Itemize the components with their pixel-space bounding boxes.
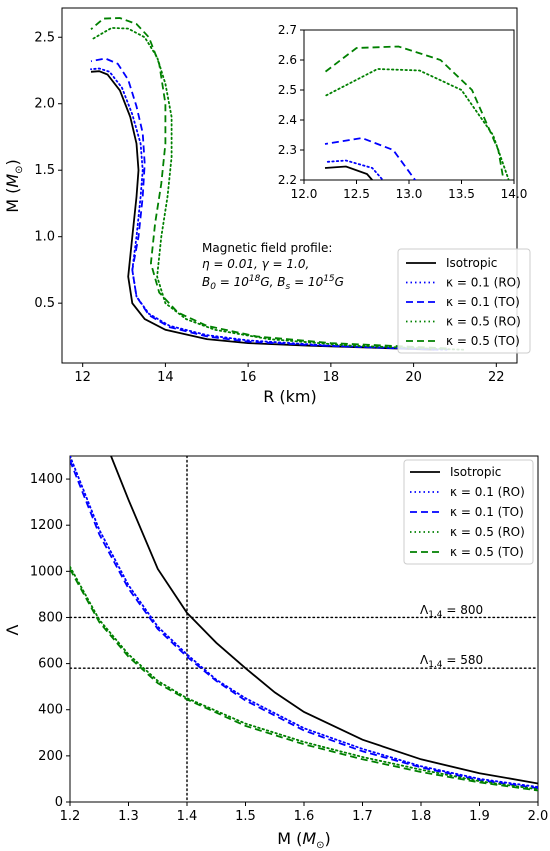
top-series-1 <box>90 67 448 351</box>
top-legend: Isotropic κ = 0.1 (RO) κ = 0.1 (TO) κ = 0.5… <box>397 248 531 354</box>
reference-lines <box>70 456 538 802</box>
inset-x-tick-label: 13.5 <box>448 187 475 201</box>
bottom-legend-label-1: κ = 0.1 (RO) <box>450 485 525 499</box>
bottom-series-4 <box>70 568 538 792</box>
bottom-y-tick-label: 0 <box>55 795 63 810</box>
inset-y-tick-label: 2.3 <box>278 143 297 157</box>
inset-x-tick-label: 13.0 <box>396 187 423 201</box>
bottom-y-tick-label: 200 <box>38 749 63 764</box>
bottom-x-tick-label: 1.8 <box>411 809 432 824</box>
top-series-0 <box>90 70 435 351</box>
bottom-x-tick-label: 1.7 <box>352 809 373 824</box>
svg-text:Magnetic field profile:: Magnetic field profile: <box>202 241 332 255</box>
inset-panel: 12.0 12.5 13.0 13.5 14.0 2.2 2.3 2.4 2.5 2.6 2.7 <box>278 23 528 201</box>
top-series-4 <box>90 17 447 350</box>
top-x-tick-label: 20 <box>405 370 422 385</box>
inset-series-3 <box>324 68 510 180</box>
bottom-series-0 <box>110 456 538 785</box>
top-x-tick-label: 14 <box>157 370 174 385</box>
top-x-tick-label: 12 <box>74 370 91 385</box>
magnetic-field-annotation: Magnetic field profile: η = 0.01, γ = 1.… <box>202 241 344 292</box>
top-x-tick-label: 16 <box>240 370 257 385</box>
inset-x-tick-label: 12.5 <box>343 187 370 201</box>
top-x-tick-label: 18 <box>323 370 340 385</box>
top-legend-label-0: Isotropic <box>446 256 497 270</box>
inset-series-4 <box>324 45 505 180</box>
top-legend-label-2: κ = 0.1 (TO) <box>446 295 520 309</box>
inset-y-tick-label: 2.7 <box>278 23 297 37</box>
top-y-tick-label: 1.5 <box>34 163 55 178</box>
bottom-legend-label-3: κ = 0.5 (RO) <box>450 525 525 539</box>
bottom-x-tick-label: 1.2 <box>60 809 81 824</box>
top-series-group <box>90 17 465 351</box>
bottom-x-axis-label: M (M⊙) <box>277 829 331 851</box>
top-y-ticks: 0.5 1.0 1.5 2.0 2.5 <box>34 30 62 311</box>
top-x-tick-label: 22 <box>488 370 505 385</box>
top-x-axis-label: R (km) <box>263 387 317 406</box>
top-legend-label-1: κ = 0.1 (RO) <box>446 276 521 290</box>
top-series-3 <box>90 26 465 351</box>
bottom-legend-label-4: κ = 0.5 (TO) <box>450 545 524 559</box>
svg-text:η = 0.01, γ = 1.0,: η = 0.01, γ = 1.0, <box>202 257 309 271</box>
top-y-axis-label: M (M⊙) <box>3 159 25 213</box>
top-y-tick-label: 2.0 <box>34 97 55 112</box>
inset-y-tick-label: 2.6 <box>278 53 297 67</box>
bottom-series-3 <box>70 565 538 791</box>
bottom-y-tick-label: 1000 <box>30 564 63 579</box>
bottom-panel: 1.2 1.3 1.4 1.5 1.6 1.7 1.8 1.9 2.0 0 200 400 600 80… <box>3 455 549 851</box>
top-y-tick-label: 2.5 <box>34 30 55 45</box>
bottom-x-tick-label: 1.6 <box>294 809 315 824</box>
bottom-legend-label-0: Isotropic <box>450 465 501 479</box>
bottom-x-tick-label: 1.3 <box>118 809 139 824</box>
bottom-y-tick-label: 1200 <box>30 518 63 533</box>
inset-y-tick-label: 2.5 <box>278 83 297 97</box>
bottom-legend: Isotropic κ = 0.1 (RO) κ = 0.1 (TO) κ = 0.5… <box>403 459 534 565</box>
top-legend-box <box>397 248 531 354</box>
bottom-y-ticks: 0 200 400 600 800 1000 1200 1400 <box>30 472 70 810</box>
lambda-580-annotation: Λ1.4 = 580 <box>420 653 483 670</box>
top-series-2 <box>90 57 439 351</box>
bottom-x-tick-label: 1.5 <box>235 809 256 824</box>
bottom-series-2 <box>70 460 538 790</box>
bottom-x-tick-label: 2.0 <box>528 809 549 824</box>
inset-x-tick-label: 14.0 <box>501 187 528 201</box>
top-legend-label-3: κ = 0.5 (RO) <box>446 315 521 329</box>
top-legend-label-4: κ = 0.5 (TO) <box>446 334 520 348</box>
inset-x-tick-label: 12.0 <box>291 187 318 201</box>
bottom-y-tick-label: 800 <box>38 610 63 625</box>
bottom-y-tick-label: 400 <box>38 703 63 718</box>
bottom-y-tick-label: 600 <box>38 657 63 672</box>
top-panel: 12 14 16 18 20 22 0.5 1.0 1.5 2.0 2.5 R (km) M (M… <box>3 7 531 406</box>
top-plot-frame <box>61 7 518 364</box>
bottom-legend-label-2: κ = 0.1 (TO) <box>450 505 524 519</box>
bottom-x-tick-label: 1.4 <box>177 809 198 824</box>
inset-frame <box>303 29 515 181</box>
inset-series-2 <box>324 137 417 180</box>
svg-text:B0 = 1018G, Bs = 1015G: B0 = 1018G, Bs = 1015G <box>202 274 344 292</box>
top-y-tick-label: 0.5 <box>34 296 55 311</box>
top-x-ticks: 12 14 16 18 20 22 <box>74 363 505 385</box>
bottom-series-group <box>70 456 538 792</box>
bottom-legend-box <box>403 459 534 565</box>
lambda-800-annotation: Λ1.4 = 800 <box>420 603 483 620</box>
bottom-x-ticks: 1.2 1.3 1.4 1.5 1.6 1.7 1.8 1.9 2.0 <box>60 802 549 824</box>
top-y-tick-label: 1.0 <box>34 230 55 245</box>
inset-series-group <box>324 45 510 180</box>
bottom-x-tick-label: 1.9 <box>469 809 490 824</box>
bottom-y-axis-label: Λ <box>3 624 22 635</box>
inset-y-tick-label: 2.4 <box>278 113 297 127</box>
bottom-series-1 <box>70 456 538 788</box>
bottom-y-tick-label: 1400 <box>30 472 63 487</box>
inset-y-ticks: 2.2 2.3 2.4 2.5 2.6 2.7 <box>278 23 304 187</box>
inset-y-tick-label: 2.2 <box>278 173 297 187</box>
inset-x-ticks: 12.0 12.5 13.0 13.5 14.0 <box>291 180 528 201</box>
